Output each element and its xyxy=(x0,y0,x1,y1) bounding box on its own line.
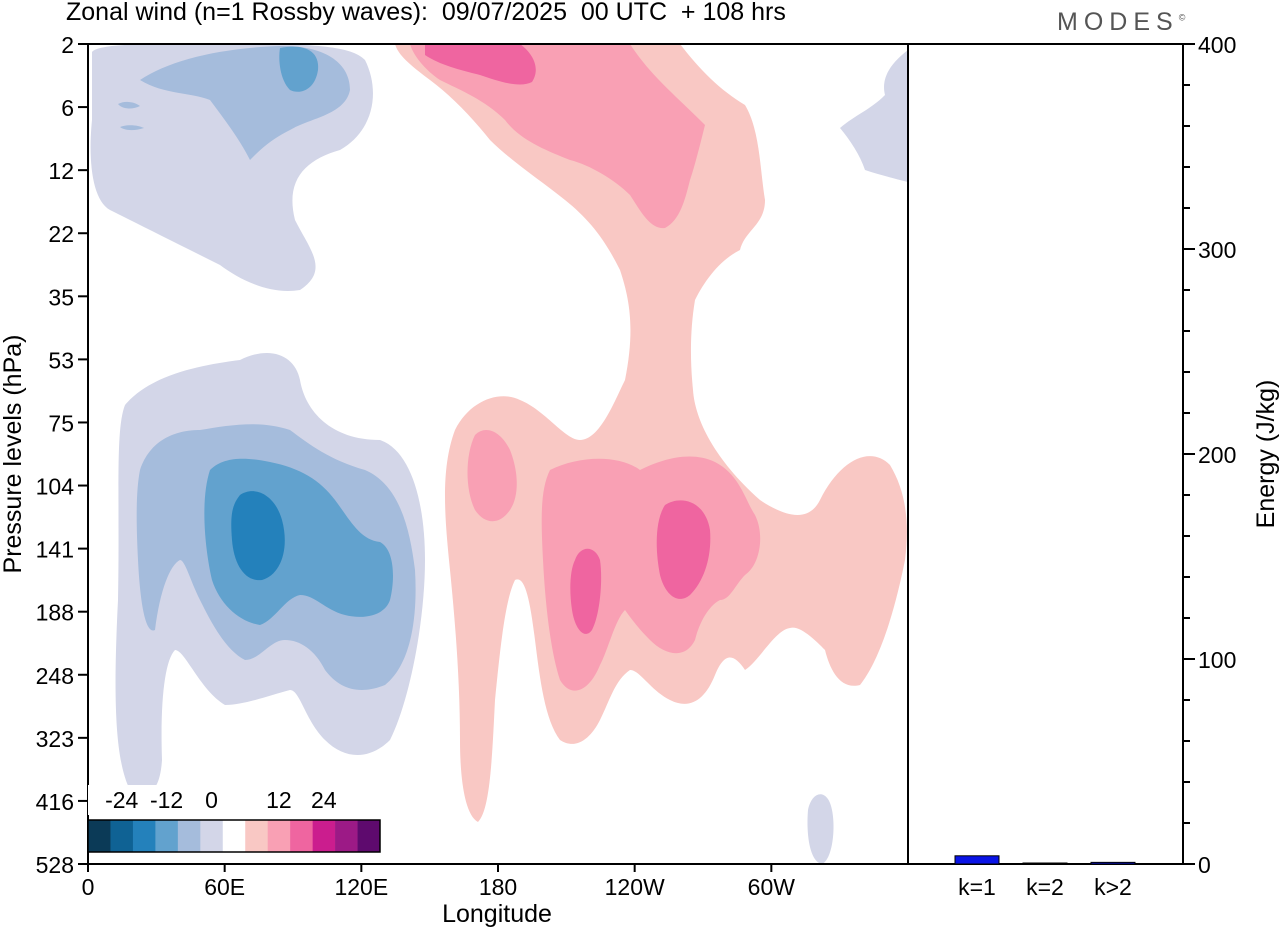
energy-axis-label: Energy (J/kg) xyxy=(1252,380,1280,529)
colorbar-swatch xyxy=(110,820,134,852)
pressure-tick-label: 141 xyxy=(36,537,74,563)
colorbar-swatch xyxy=(290,820,313,852)
longitude-tick-label: 120W xyxy=(605,874,665,900)
colorbar-swatch xyxy=(312,820,336,852)
colorbar-tick-label: 0 xyxy=(205,787,218,813)
energy-tick-label: 100 xyxy=(1198,647,1236,673)
energy-bar xyxy=(954,855,1000,865)
x-axis-label: Longitude xyxy=(442,900,552,928)
longitude-tick-label: 0 xyxy=(82,874,95,900)
chart-title: Zonal wind (n=1 Rossby waves): 09/07/202… xyxy=(66,0,786,26)
neg-contour-lower-left xyxy=(231,491,285,581)
longitude-tick-label: 60E xyxy=(204,874,245,900)
y-axis-label: Pressure levels (hPa) xyxy=(0,335,27,574)
pressure-tick-label: 12 xyxy=(48,158,74,184)
pos-contour-lower xyxy=(541,456,761,691)
pressure-tick-label: 323 xyxy=(36,726,74,752)
pos-contour-stream xyxy=(425,44,536,85)
colorbar-tick-label: -24 xyxy=(105,787,138,813)
energy-category-label: k=2 xyxy=(1026,874,1064,900)
pos-contour-lower xyxy=(467,430,517,522)
neg-contour-lower-right xyxy=(807,794,834,864)
colorbar-tick-label: -12 xyxy=(150,787,183,813)
pressure-tick-label: 188 xyxy=(36,600,74,626)
neg-contour-upper-right xyxy=(840,50,908,182)
pressure-tick-label: 2 xyxy=(61,32,74,58)
energy-tick-label: 200 xyxy=(1198,442,1236,468)
pressure-axis-ticks: 2 6 12 22 35 53 75 104 141 188 248 323 416 528 xyxy=(36,32,88,878)
longitude-axis-ticks: 0 60E 120E 180 120W 60W xyxy=(82,864,796,900)
colorbar-swatch xyxy=(357,820,381,852)
colorbar-swatch xyxy=(88,820,111,852)
pos-contour-lower xyxy=(656,500,711,599)
logo-text: MODES xyxy=(1057,8,1179,36)
energy-category-label: k>2 xyxy=(1094,874,1132,900)
neg-contour-upper-left xyxy=(279,46,319,92)
colorbar-swatch xyxy=(335,820,358,852)
energy-tick-label: 300 xyxy=(1198,237,1236,263)
modes-logo: MODES© xyxy=(1057,8,1186,36)
energy-bar xyxy=(1090,861,1136,865)
pressure-tick-label: 75 xyxy=(48,410,74,436)
colorbar-swatch xyxy=(200,820,224,852)
longitude-tick-label: 180 xyxy=(479,874,517,900)
colorbar-swatch xyxy=(267,820,291,852)
longitude-tick-label: 60W xyxy=(748,874,796,900)
colorbar-tick-label: 24 xyxy=(311,787,337,813)
colorbar-swatch xyxy=(155,820,179,852)
colorbar-swatch xyxy=(245,820,268,852)
colorbar-swatch xyxy=(177,820,201,852)
energy-tick-label: 400 xyxy=(1198,32,1236,58)
energy-bar-panel: k=1 k=2 k>2 xyxy=(954,855,1136,900)
contour-field xyxy=(90,44,908,864)
pressure-tick-label: 53 xyxy=(48,347,74,373)
colorbar-swatch xyxy=(132,820,156,852)
energy-axis-ticks: 0 100 200 300 400 xyxy=(1183,32,1236,878)
pressure-tick-label: 22 xyxy=(48,221,74,247)
pressure-tick-label: 6 xyxy=(61,95,74,121)
colorbar-label-backdrop xyxy=(88,785,380,815)
energy-tick-label: 0 xyxy=(1198,852,1211,878)
pos-contour-stream xyxy=(410,44,705,229)
colorbar xyxy=(87,785,381,853)
colorbar-tick-label: 12 xyxy=(266,787,292,813)
pressure-tick-label: 104 xyxy=(36,474,75,500)
energy-bar xyxy=(1022,862,1068,865)
colorbar-labels: -24 -12 0 12 24 xyxy=(105,787,337,813)
neg-contour-upper-left xyxy=(118,101,144,131)
pressure-tick-label: 248 xyxy=(36,663,74,689)
pos-contour-stream xyxy=(395,44,907,822)
pressure-tick-label: 35 xyxy=(48,284,74,310)
energy-category-label: k=1 xyxy=(958,874,996,900)
colorbar-swatch xyxy=(222,820,246,852)
pressure-tick-label: 528 xyxy=(36,852,74,878)
longitude-tick-label: 120E xyxy=(334,874,388,900)
pos-contour-lower xyxy=(570,548,602,634)
pressure-tick-label: 416 xyxy=(36,789,74,815)
colorbar-frame xyxy=(87,819,381,853)
